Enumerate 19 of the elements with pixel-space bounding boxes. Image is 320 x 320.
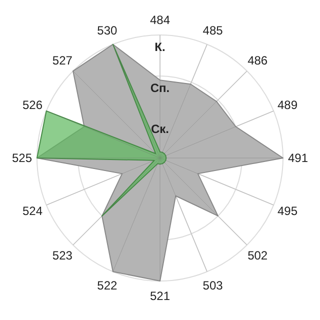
spoke-label: 530 — [97, 24, 118, 38]
spoke-label: 526 — [22, 98, 43, 112]
spoke-label: 502 — [248, 248, 268, 263]
y-tick-label: Ск. — [150, 122, 170, 136]
spoke-label: 491 — [288, 151, 308, 165]
spoke-label: 524 — [22, 204, 43, 218]
spoke-label: 523 — [52, 248, 73, 263]
spoke-label: 521 — [150, 289, 170, 303]
y-tick-label: К. — [154, 40, 166, 54]
spoke-label: 489 — [277, 98, 298, 112]
y-tick-label: Сп. — [150, 81, 170, 95]
spoke-label: 503 — [202, 278, 224, 292]
spoke-label: 486 — [248, 53, 268, 68]
spoke-label: 495 — [277, 204, 298, 218]
spoke-label: 527 — [52, 53, 73, 68]
spoke-label: 485 — [202, 24, 224, 38]
spoke-label: 484 — [150, 13, 170, 27]
spoke-label: 525 — [12, 151, 32, 165]
spoke-label: 522 — [97, 278, 118, 292]
